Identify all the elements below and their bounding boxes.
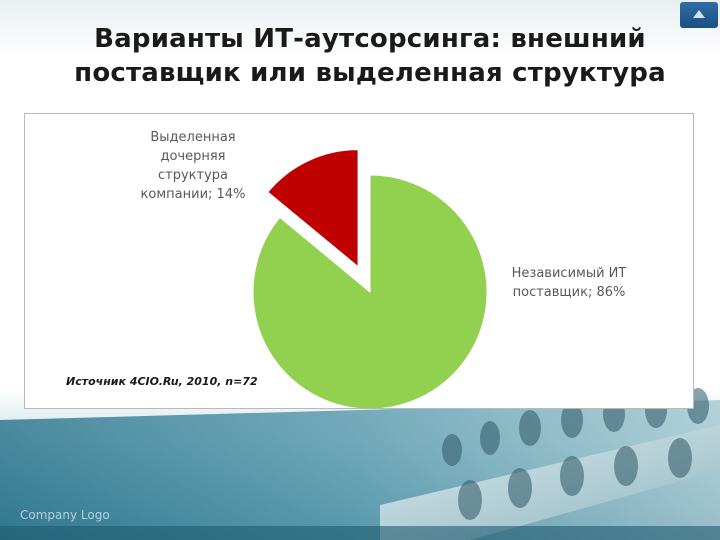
slide-title-line-1: Варианты ИТ-аутсорсинга: внешний [94, 24, 646, 54]
slice-label-line: Независимый ИТ [511, 266, 627, 281]
slice-label-line: компании; 14% [140, 187, 246, 202]
slice-label-line: дочерняя [160, 149, 226, 164]
slice-label-independent-provider: Независимый ИТ поставщик; 86% [499, 264, 639, 302]
slide-title-line-2: поставщик или выделенная структура [74, 58, 666, 88]
slice-label-line: структура [157, 168, 228, 183]
title-band [0, 0, 720, 104]
pie-slice-independent-provider [252, 174, 488, 408]
pie-chart: Выделенная дочерняя структура компании; … [24, 113, 694, 409]
slice-label-dedicated-structure: Выделенная дочерняя структура компании; … [133, 128, 253, 204]
corner-logo [680, 2, 718, 28]
up-arrow-logo-icon [693, 10, 705, 18]
pie-slice-dedicated-structure [267, 149, 359, 268]
pie-chart-plot [252, 149, 488, 408]
slice-label-line: поставщик; 86% [512, 285, 626, 300]
chart-source-note: Источник 4CIO.Ru, 2010, n=72 [66, 375, 258, 388]
slice-label-line: Выделенная [150, 130, 236, 145]
slide-title: Варианты ИТ-аутсорсинга: внешний поставщ… [40, 22, 700, 90]
footer-company-logo-text: Company Logo [20, 508, 110, 522]
